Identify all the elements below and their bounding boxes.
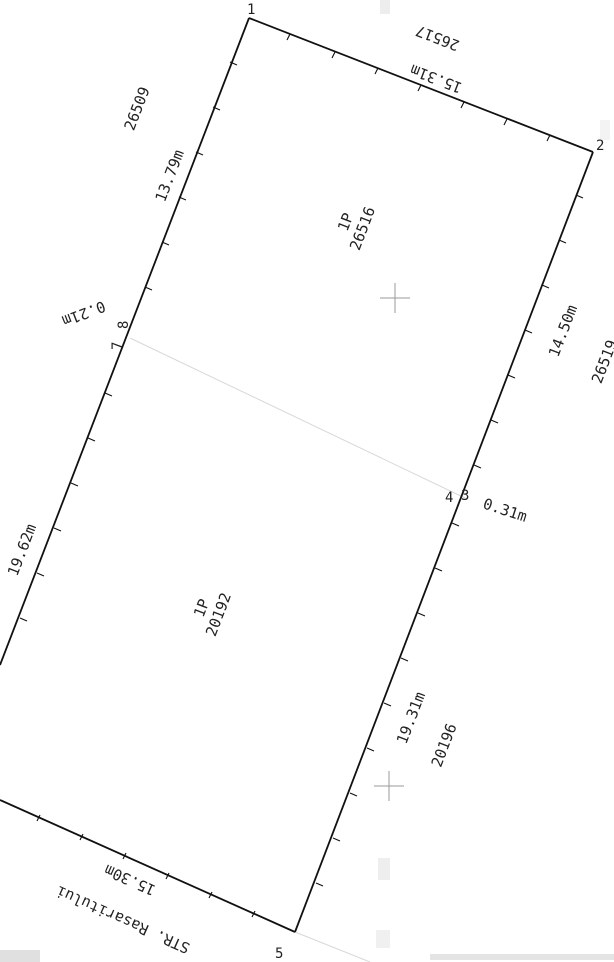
tick-mark [53, 527, 62, 532]
tick-mark [144, 286, 153, 291]
boundary-edge-bottom [0, 799, 296, 933]
point-1-label: 1 [247, 2, 255, 18]
tick-mark [546, 134, 551, 142]
boundary-edge-right [294, 151, 594, 933]
tick-mark [417, 84, 422, 92]
point-labels: 1 2 3 4 5 7 8 [110, 2, 604, 962]
tick-mark [434, 567, 443, 572]
neighbor-labels: 26517 26509 26519 20196 [121, 21, 614, 769]
boundary-edge-left [0, 17, 250, 666]
tick-mark [195, 151, 204, 156]
tick-mark [374, 67, 379, 75]
parcel-divider-line [129, 337, 466, 499]
tick-mark [332, 837, 341, 842]
tick-mark [251, 910, 256, 918]
tick-mark [19, 617, 28, 622]
tick-mark [451, 522, 460, 527]
measurement-lower-right-edge: 19.31m [393, 689, 429, 746]
measurement-upper-left-edge: 13.79m [152, 147, 188, 204]
neighbor-right-number: 26519 [588, 337, 614, 386]
measurement-right-offset: 0.31m [481, 495, 530, 526]
tick-mark [70, 482, 79, 487]
tick-mark [315, 882, 324, 887]
tick-mark [286, 33, 291, 41]
tick-mark [460, 101, 465, 109]
tick-mark [229, 61, 238, 66]
tick-mark [178, 196, 187, 201]
tick-mark [36, 572, 45, 577]
tick-mark [104, 392, 113, 397]
tick-mark [161, 241, 170, 246]
parcel-lower-code: 1P [190, 596, 213, 619]
measurement-labels: 15.31m 13.79m 0.21m 14.50m 0.31m 19.62m … [4, 61, 581, 900]
tick-mark [558, 239, 567, 244]
measurement-left-offset: 0.21m [59, 297, 108, 330]
point-7-label: 7 [110, 342, 126, 350]
street-name-label: STR. Rasaritului [53, 882, 192, 957]
tick-mark [87, 437, 96, 442]
point-5-label: 5 [275, 946, 283, 962]
tick-mark [417, 612, 426, 617]
tick-mark [507, 374, 516, 379]
tick-mark [208, 891, 213, 899]
parcel-upper-code: 1P [334, 210, 357, 233]
tick-mark [212, 106, 221, 111]
tick-mark [541, 284, 550, 289]
tick-mark [400, 657, 409, 662]
tick-mark [36, 814, 41, 822]
point-4-label: 4 [445, 490, 453, 506]
tick-mark [165, 872, 170, 880]
parcel-labels: 1P 26516 1P 20192 [190, 204, 379, 639]
tick-mark [383, 702, 392, 707]
tick-mark [122, 852, 127, 860]
tick-mark [473, 464, 482, 469]
point-8-label: 8 [116, 321, 132, 329]
point-3-label: 3 [461, 488, 469, 504]
tick-mark [366, 747, 375, 752]
tick-mark [79, 833, 84, 841]
tick-mark [524, 329, 533, 334]
measurement-lower-left-edge: 19.62m [4, 521, 40, 578]
neighbor-top-number: 26517 [413, 21, 462, 54]
tick-mark [490, 419, 499, 424]
street-edge-line [294, 931, 371, 962]
parcel-boundary [0, 17, 594, 933]
center-cross-marks [374, 283, 410, 801]
tick-mark [575, 194, 584, 199]
neighbor-upper-left-number: 26509 [121, 84, 154, 133]
tick-mark [349, 792, 358, 797]
point-2-label: 2 [596, 138, 604, 154]
measurement-upper-right-edge: 14.50m [545, 302, 581, 359]
neighbor-lower-right-number: 20196 [428, 721, 461, 770]
tick-mark [331, 51, 336, 59]
boundary-ticks [19, 33, 584, 918]
tick-mark [503, 118, 508, 126]
